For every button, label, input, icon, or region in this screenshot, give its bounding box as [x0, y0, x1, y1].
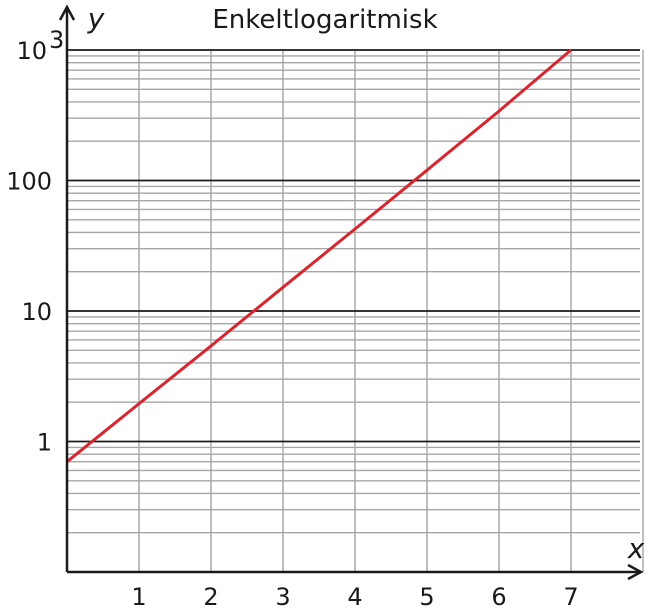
y-tick-label: 1: [37, 429, 52, 457]
chart-title: Enkeltlogaritmisk: [212, 5, 437, 35]
y-axis-arrow-icon: [58, 4, 76, 21]
series-line-0: [66, 48, 572, 463]
y-tick-label-exponent: 3: [49, 26, 64, 54]
x-tick-label: 7: [563, 583, 578, 611]
y-tick-label: 100: [6, 168, 52, 196]
grid: [67, 49, 644, 572]
axes: [58, 4, 644, 581]
y-axis-label: y: [87, 2, 105, 35]
x-tick-label: 5: [419, 583, 434, 611]
x-axis-arrow-icon: [627, 563, 644, 581]
y-tick-label: 10: [16, 37, 47, 65]
x-tick-label: 3: [275, 583, 290, 611]
y-tick-label: 10: [21, 298, 52, 326]
x-tick-label: 4: [347, 583, 362, 611]
x-tick-label: 2: [203, 583, 218, 611]
x-axis-label: x: [627, 532, 645, 565]
series-layer: [66, 48, 572, 463]
x-tick-label: 6: [491, 583, 506, 611]
x-tick-label: 1: [131, 583, 146, 611]
